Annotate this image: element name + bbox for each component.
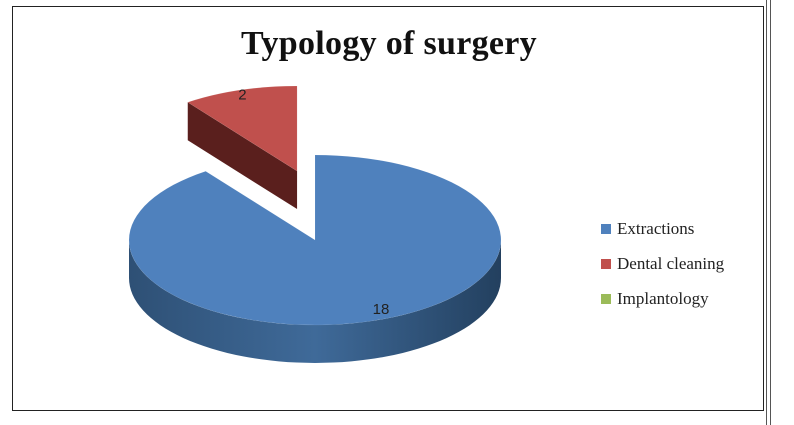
legend-item-dental-cleaning: Dental cleaning bbox=[601, 252, 724, 275]
data-label-extractions: 18 bbox=[373, 301, 390, 318]
pie-cut-face-dental-cleaning bbox=[187, 102, 298, 210]
legend: Extractions Dental cleaning Implantology bbox=[601, 217, 724, 322]
pie-slice-extractions bbox=[128, 154, 502, 363]
legend-label-extractions: Extractions bbox=[617, 218, 695, 238]
legend-label-implantology: Implantology bbox=[617, 288, 709, 308]
legend-item-extractions: Extractions bbox=[601, 217, 724, 240]
page-edge-line bbox=[766, 0, 767, 425]
legend-swatch-dental-cleaning bbox=[601, 258, 611, 269]
pie-top-dental-cleaning bbox=[187, 85, 298, 172]
pie-top-extractions bbox=[128, 154, 502, 326]
legend-swatch-extractions bbox=[601, 223, 611, 234]
legend-swatch-implantology bbox=[601, 293, 611, 304]
data-label-dental-cleaning: 2 bbox=[238, 86, 246, 103]
page-edge-line bbox=[770, 0, 771, 425]
legend-label-dental-cleaning: Dental cleaning bbox=[617, 253, 725, 273]
legend-item-implantology: Implantology bbox=[601, 287, 724, 310]
chart-frame: Typology of surgery 2 18 Extractions Dent… bbox=[12, 6, 764, 411]
pie-slice-dental-cleaning bbox=[187, 85, 298, 210]
pie-side-extractions bbox=[129, 240, 501, 363]
chart-title: Typology of surgery bbox=[241, 25, 537, 62]
pie-plot: 2 18 bbox=[128, 85, 502, 363]
